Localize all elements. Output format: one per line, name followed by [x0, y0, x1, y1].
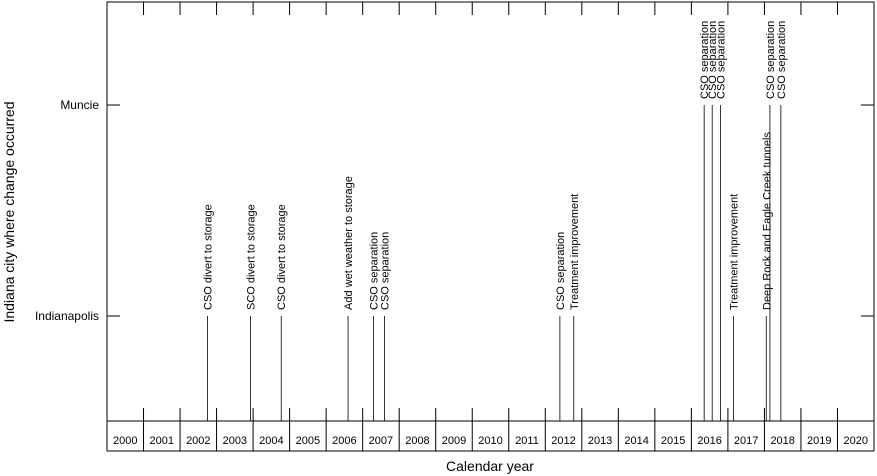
event-label: CSO separation	[776, 21, 788, 99]
x-tick-label: 2011	[515, 435, 539, 447]
x-tick-label: 2018	[770, 435, 794, 447]
x-tick-label: 2010	[478, 435, 502, 447]
event-label: CSO separation	[380, 232, 392, 310]
x-tick-label: 2005	[296, 435, 320, 447]
top-ticks	[106, 2, 875, 15]
event-marks: CSO divert to storage SCO divert to stora…	[202, 21, 788, 421]
event-label: SCO divert to storage	[246, 204, 258, 310]
x-tick-label: 2003	[223, 435, 247, 447]
event-label: CSO divert to storage	[202, 204, 214, 310]
x-tick-label: 2020	[843, 435, 867, 447]
bottom-ticks	[106, 408, 875, 452]
x-tick-label: 2008	[405, 435, 429, 447]
event-label: CSO separation	[716, 21, 728, 99]
x-tick-label: 2001	[150, 435, 174, 447]
event-label: Treatment improvement	[569, 194, 581, 310]
x-tick-label: 2009	[442, 435, 466, 447]
x-tick-label: 2019	[807, 435, 831, 447]
x-tick-label: 2004	[259, 435, 283, 447]
x-tick-label: 2007	[369, 435, 393, 447]
x-tick-label: 2014	[624, 435, 648, 447]
x-tick-label: 2002	[186, 435, 210, 447]
event-label: Add wet weather to storage	[343, 176, 355, 310]
plot-frame	[106, 1, 875, 422]
event-label: CSO separation	[765, 21, 777, 99]
y-axis: Indianapolis Muncie	[35, 98, 874, 323]
event-label: Deep Rock and Eagle Creek tunnels	[761, 132, 773, 310]
x-tick-label: 2015	[661, 435, 685, 447]
x-tick-label: 2012	[551, 435, 575, 447]
y-axis-label: Indiana city where change occurred	[1, 101, 17, 322]
x-tick-label: 2016	[697, 435, 721, 447]
event-label: CSO separation	[707, 21, 719, 99]
event-label: CSO separation	[699, 21, 711, 99]
x-tick-label: 2017	[734, 435, 758, 447]
x-tick-labels: 2000 2001 2002 2003 2004 2005 2006 2007 2008 2009…	[113, 435, 868, 447]
x-tick-label: 2006	[332, 435, 356, 447]
y-tick-label: Muncie	[60, 98, 99, 112]
x-axis-label: Calendar year	[446, 458, 534, 474]
x-tick-label: 2000	[113, 435, 137, 447]
event-label: CSO separation	[555, 232, 567, 310]
event-label: Treatment improvement	[728, 194, 740, 310]
event-label: CSO divert to storage	[276, 204, 288, 310]
event-label: CSO separation	[369, 232, 381, 310]
x-tick-label: 2013	[588, 435, 612, 447]
y-tick-label: Indianapolis	[35, 309, 99, 323]
